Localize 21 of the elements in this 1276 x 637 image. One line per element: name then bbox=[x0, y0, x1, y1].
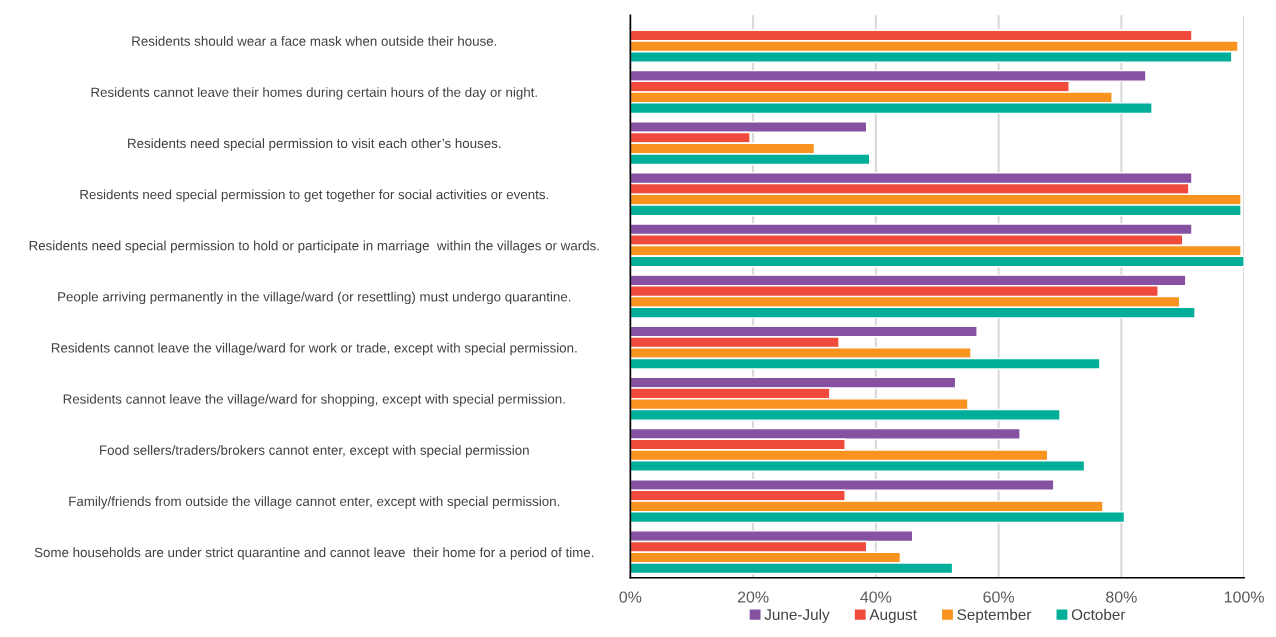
y-tick-label: Residents need special permission to hold or participate in marriage within the villages or wards. bbox=[29, 240, 599, 253]
legend-label: June-July bbox=[764, 608, 830, 624]
y-tick-label: People arriving permanently in the village/ward (or resettling) must undergo quarantine. bbox=[58, 291, 571, 305]
y-tick-label: Residents should wear a face mask when outside their house. bbox=[132, 36, 497, 46]
x-tick-label: 80% bbox=[1106, 591, 1137, 603]
y-tick-label: Some households are under strict quarantine and cannot leave their home for a period of time. bbox=[34, 547, 594, 560]
legend-label: August bbox=[869, 609, 917, 624]
y-tick-label: Food sellers/traders/brokers cannot enter, except with special permission bbox=[100, 445, 529, 458]
x-tick-label: 40% bbox=[860, 591, 892, 603]
legend-label: October bbox=[1071, 608, 1126, 620]
legend-label: September bbox=[957, 608, 1032, 624]
y-tick-label: Family/friends from outside the village cannot enter, except with special permission. bbox=[69, 496, 560, 509]
y-tick-label: Residents cannot leave the village/ward for work or trade, except with special permission. bbox=[51, 342, 577, 356]
x-tick-label: 100% bbox=[1224, 591, 1264, 603]
x-tick-label: 60% bbox=[983, 591, 1015, 603]
y-tick-label: Residents cannot leave their homes during certain hours of the day or night. bbox=[91, 87, 537, 100]
x-tick-label: 0% bbox=[619, 591, 642, 603]
x-tick-label: 20% bbox=[737, 591, 769, 603]
y-tick-label: Residents need special permission to visit each other’s houses. bbox=[128, 138, 501, 151]
y-tick-label: Residents cannot leave the village/ward for shopping, except with special permission. bbox=[63, 393, 565, 407]
y-tick-label: Residents need special permission to get together for social activities or events. bbox=[80, 189, 548, 202]
